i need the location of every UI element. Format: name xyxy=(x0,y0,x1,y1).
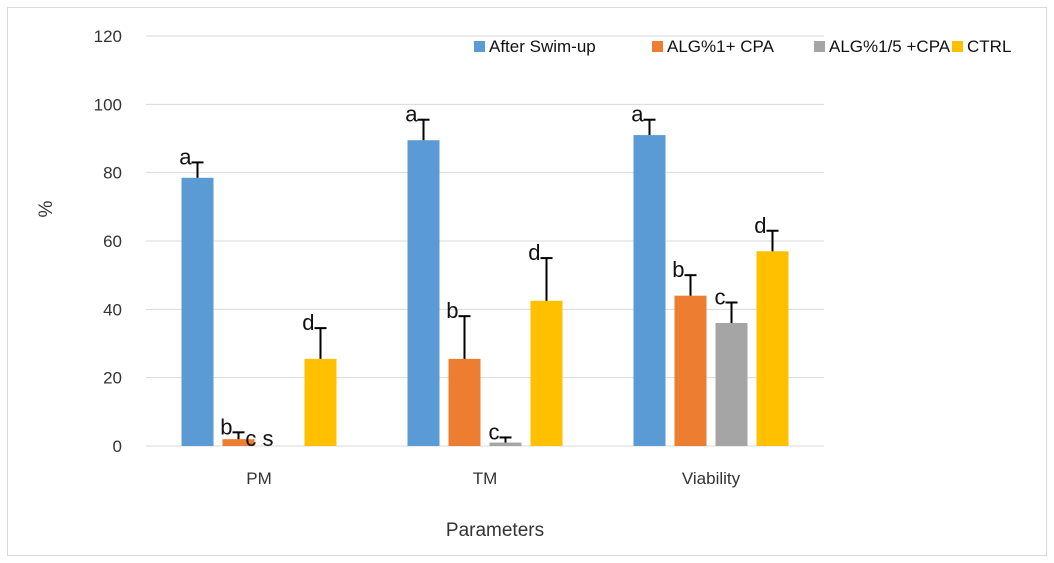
y-axis-label: % xyxy=(36,200,57,217)
bar xyxy=(304,358,337,446)
bar xyxy=(181,177,214,446)
significance-letter: a xyxy=(179,144,192,169)
bar xyxy=(222,439,255,446)
y-tick-label: 20 xyxy=(103,369,122,388)
y-tick-label: 60 xyxy=(103,232,122,251)
y-tick-label: 0 xyxy=(113,437,122,456)
significance-letter: c xyxy=(715,285,726,310)
legend-swatch xyxy=(474,41,485,52)
y-tick-label: 120 xyxy=(94,27,122,46)
y-axis-ticks: 0 20 40 60 80 100 120 xyxy=(94,27,122,456)
bar xyxy=(530,300,563,446)
significance-letter: b xyxy=(672,257,684,282)
x-axis-ticks: PM TM Viability xyxy=(246,469,740,488)
significance-letter: c s xyxy=(245,426,273,451)
legend-entry: ALG%1+ CPA xyxy=(667,37,775,56)
x-tick-label: Viability xyxy=(682,469,741,488)
legend-entry: CTRL xyxy=(967,37,1011,56)
significance-letter: d xyxy=(754,213,766,238)
legend-swatch xyxy=(952,41,963,52)
bar xyxy=(633,135,666,447)
significance-letter: c xyxy=(489,419,500,444)
significance-letter: d xyxy=(302,310,314,335)
x-tick-label: TM xyxy=(473,469,498,488)
legend-swatch xyxy=(814,41,825,52)
legend-swatch xyxy=(652,41,663,52)
legend-entry: ALG%1/5 +CPA xyxy=(829,37,951,56)
bar xyxy=(715,323,748,446)
significance-letter: a xyxy=(631,102,644,127)
y-tick-label: 80 xyxy=(103,164,122,183)
legend: After Swim-up ALG%1+ CPA ALG%1/5 +CPA CTRL xyxy=(474,37,1011,56)
significance-letter: d xyxy=(528,240,540,265)
bar xyxy=(489,442,522,446)
bar xyxy=(756,251,789,446)
chart-frame xyxy=(7,7,1047,556)
significance-letter: a xyxy=(405,102,418,127)
gridlines xyxy=(146,35,824,447)
x-axis-label: Parameters xyxy=(446,520,544,541)
y-tick-label: 100 xyxy=(94,95,122,114)
significance-letter: b xyxy=(446,298,458,323)
bars: a b c s d a b c d a b c d xyxy=(179,102,789,451)
x-tick-label: PM xyxy=(246,469,272,488)
significance-letter: b xyxy=(220,414,232,439)
bar xyxy=(674,295,707,446)
legend-entry: After Swim-up xyxy=(489,37,596,56)
y-tick-label: 40 xyxy=(103,300,122,319)
bar xyxy=(448,358,481,446)
bar xyxy=(407,140,440,447)
